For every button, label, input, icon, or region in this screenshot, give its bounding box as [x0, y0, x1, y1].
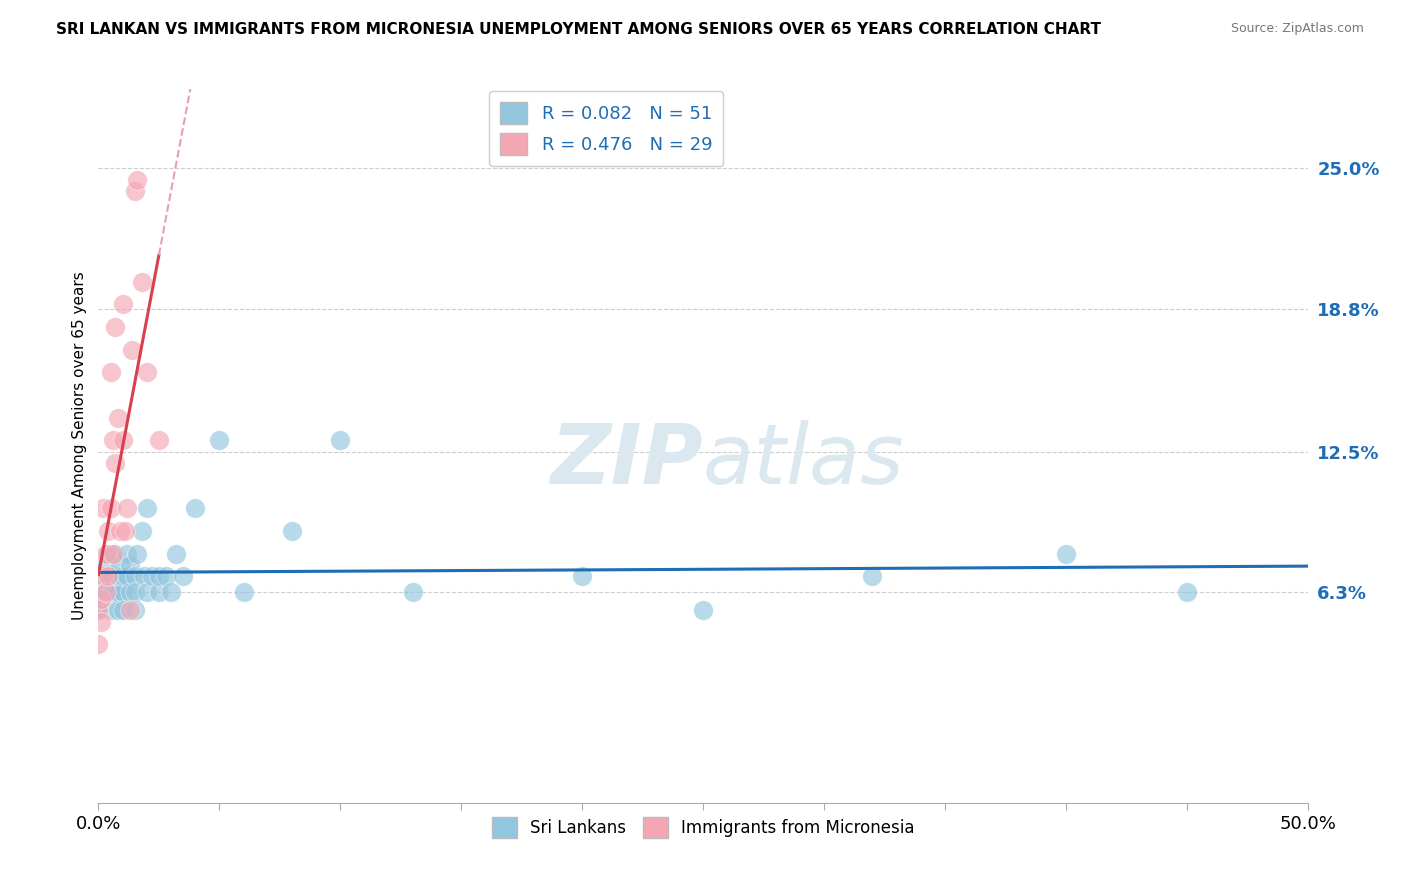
Point [135, 365, 157, 379]
Point [94, 547, 117, 561]
Point [124, 585, 146, 599]
Point [118, 558, 141, 572]
Legend: Sri Lankans, Immigrants from Micronesia: Sri Lankans, Immigrants from Micronesia [485, 811, 921, 845]
Point [107, 410, 129, 425]
Point [131, 524, 153, 538]
Point [155, 569, 177, 583]
Point [114, 524, 136, 538]
Point [101, 434, 124, 448]
Point [108, 524, 131, 538]
Point [692, 603, 714, 617]
Point [124, 569, 146, 583]
Point [148, 569, 170, 583]
Point [107, 569, 129, 583]
Point [118, 603, 141, 617]
Point [860, 569, 883, 583]
Point [100, 501, 122, 516]
Point [104, 320, 127, 334]
Point [117, 569, 139, 583]
Point [104, 547, 127, 561]
Point [121, 343, 143, 357]
Point [281, 524, 304, 538]
Point [134, 569, 156, 583]
Point [111, 585, 134, 599]
Point [208, 434, 231, 448]
Point [97, 547, 120, 561]
Point [94, 585, 117, 599]
Text: SRI LANKAN VS IMMIGRANTS FROM MICRONESIA UNEMPLOYMENT AMONG SENIORS OVER 65 YEAR: SRI LANKAN VS IMMIGRANTS FROM MICRONESIA… [56, 22, 1101, 37]
Text: Source: ZipAtlas.com: Source: ZipAtlas.com [1230, 22, 1364, 36]
Point [117, 547, 139, 561]
Point [91, 501, 114, 516]
Point [100, 569, 122, 583]
Point [91, 569, 114, 583]
Point [108, 558, 131, 572]
Point [172, 569, 194, 583]
Text: ZIP: ZIP [550, 420, 703, 500]
Point [184, 501, 207, 516]
Point [107, 603, 129, 617]
Point [402, 585, 425, 599]
Point [101, 585, 124, 599]
Point [111, 297, 134, 311]
Point [101, 547, 124, 561]
Point [107, 585, 129, 599]
Point [87, 603, 110, 617]
Point [118, 585, 141, 599]
Point [90, 591, 112, 606]
Point [124, 603, 146, 617]
Y-axis label: Unemployment Among Seniors over 65 years: Unemployment Among Seniors over 65 years [72, 272, 87, 620]
Point [131, 275, 153, 289]
Point [571, 569, 593, 583]
Point [160, 585, 183, 599]
Point [1054, 547, 1077, 561]
Point [111, 569, 134, 583]
Point [111, 603, 134, 617]
Point [104, 456, 127, 470]
Point [101, 569, 124, 583]
Point [141, 569, 163, 583]
Point [104, 585, 127, 599]
Point [87, 585, 110, 599]
Point [117, 501, 139, 516]
Point [94, 585, 117, 599]
Point [127, 547, 149, 561]
Point [100, 365, 122, 379]
Point [87, 637, 110, 651]
Point [148, 434, 170, 448]
Point [111, 434, 134, 448]
Point [97, 569, 120, 583]
Point [127, 173, 149, 187]
Point [91, 569, 114, 583]
Point [90, 615, 112, 629]
Point [135, 501, 157, 516]
Point [1175, 585, 1198, 599]
Point [108, 569, 131, 583]
Point [232, 585, 254, 599]
Point [148, 585, 170, 599]
Point [87, 603, 110, 617]
Text: atlas: atlas [703, 420, 904, 500]
Point [124, 184, 146, 198]
Point [135, 585, 157, 599]
Point [100, 585, 122, 599]
Point [94, 558, 117, 572]
Point [165, 547, 187, 561]
Point [97, 524, 120, 538]
Point [329, 434, 352, 448]
Point [100, 603, 122, 617]
